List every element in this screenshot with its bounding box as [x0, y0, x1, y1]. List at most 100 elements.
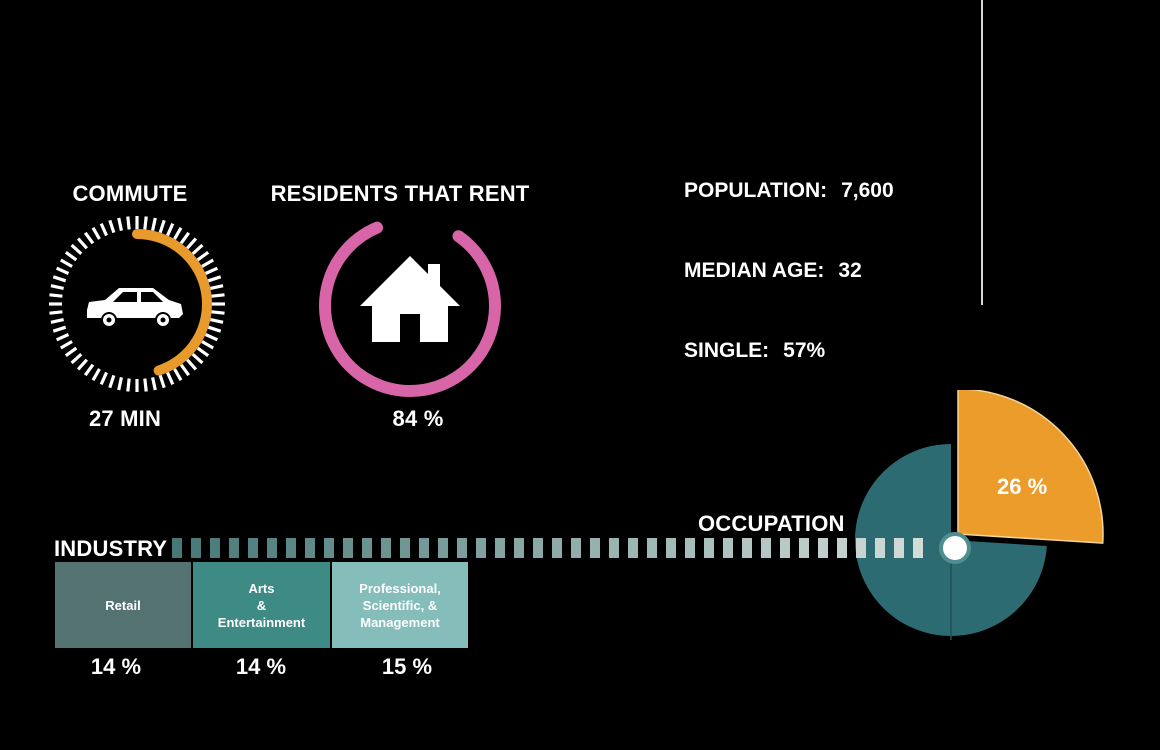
single-stat: SINGLE: 57% — [684, 339, 825, 363]
connector-dash — [514, 538, 524, 558]
connector-dash — [628, 538, 638, 558]
rent-title: RESIDENTS THAT RENT — [270, 181, 530, 206]
commute-tick — [99, 371, 108, 386]
commute-tick — [117, 377, 123, 391]
connector-dash — [894, 538, 904, 558]
rent-gauge — [319, 221, 501, 397]
commute-tick — [59, 258, 73, 268]
commute-tick — [151, 217, 157, 231]
population-stat: POPULATION: 7,600 — [684, 179, 894, 203]
connector-dash — [609, 538, 619, 558]
commute-tick — [166, 222, 175, 237]
commute-value: 27 MIN — [88, 406, 162, 431]
connector-dash — [799, 538, 809, 558]
connector-dash — [438, 538, 448, 558]
rent-value: 84 % — [392, 406, 444, 431]
commute-tick — [70, 243, 83, 256]
industry-title: INDUSTRY — [54, 536, 168, 561]
connector-dash — [400, 538, 410, 558]
commute-tick — [211, 310, 225, 315]
commute-tick — [52, 275, 67, 283]
industry-bar-professional: Professional, Scientific, & Management — [332, 562, 468, 648]
commute-tick — [204, 266, 219, 275]
industry-bar-arts: Arts & Entertainment — [193, 562, 330, 648]
connector-dash — [324, 538, 334, 558]
commute-tick — [191, 352, 204, 365]
vertical-divider — [981, 0, 983, 305]
connector-dash — [818, 538, 828, 558]
population-label: POPULATION: — [684, 179, 828, 202]
median-age-label: MEDIAN AGE: — [684, 259, 825, 282]
commute-tick — [76, 237, 89, 250]
commute-tick — [211, 293, 225, 298]
connector-dash — [381, 538, 391, 558]
commute-tick — [179, 363, 191, 377]
commute-tick — [185, 237, 198, 250]
connector-dash — [267, 538, 277, 558]
commute-tick — [179, 231, 191, 245]
industry-bar-label: Professional, Scientific, & Management — [359, 580, 441, 630]
median-age-value: 32 — [838, 259, 862, 282]
connector-dash — [172, 538, 182, 558]
house-icon — [360, 256, 460, 342]
commute-tick — [210, 318, 224, 324]
connector-dash — [856, 538, 866, 558]
car-icon — [87, 288, 183, 328]
connector-dash — [210, 538, 220, 558]
connector-dash — [191, 538, 201, 558]
commute-tick — [201, 258, 215, 268]
commute-tick — [117, 217, 123, 231]
connector-dash — [723, 538, 733, 558]
single-label: SINGLE: — [684, 339, 770, 362]
single-value: 57% — [783, 339, 826, 362]
connector-dash — [533, 538, 543, 558]
connector-dash — [248, 538, 258, 558]
commute-tick — [52, 325, 67, 333]
connector-dash — [305, 538, 315, 558]
connector-dash — [647, 538, 657, 558]
industry-bar-label: Arts & Entertainment — [217, 580, 306, 630]
median-age-stat: MEDIAN AGE: 32 — [684, 259, 862, 283]
commute-tick — [83, 231, 95, 245]
connector-dash — [495, 538, 505, 558]
occupation-title: OCCUPATION — [698, 511, 845, 536]
commute-tick — [126, 216, 131, 230]
commute-title: COMMUTE — [72, 181, 188, 206]
commute-tick — [108, 374, 116, 389]
connector-dash — [780, 538, 790, 558]
connector-dash — [666, 538, 676, 558]
commute-progress-arc — [132, 229, 212, 376]
commute-tick — [126, 378, 131, 392]
commute-tick — [76, 358, 89, 371]
occupation-slice-label: 26 % — [997, 474, 1048, 499]
commute-tick — [70, 352, 83, 365]
connector-dash — [229, 538, 239, 558]
commute-tick — [108, 219, 116, 234]
commute-tick — [143, 216, 148, 230]
industry-pct-arts: 14 % — [235, 654, 287, 679]
commute-tick — [173, 226, 183, 240]
industry-pct-professional: 15 % — [381, 654, 433, 679]
industry-pct-retail: 14 % — [90, 654, 142, 679]
connector-dash — [571, 538, 581, 558]
connector-dash — [875, 538, 885, 558]
industry-connector — [172, 538, 923, 558]
commute-tick — [49, 310, 63, 315]
commute-tick — [173, 368, 183, 382]
connector-dash — [552, 538, 562, 558]
connector-dash — [343, 538, 353, 558]
connector-dash — [419, 538, 429, 558]
commute-tick — [201, 340, 215, 350]
commute-tick — [49, 293, 63, 298]
commute-tick — [83, 363, 95, 377]
connector-dash — [913, 538, 923, 558]
industry-bar-retail: Retail — [55, 562, 191, 648]
commute-tick — [143, 378, 148, 392]
connector-dash — [476, 538, 486, 558]
industry-bar-label: Retail — [105, 597, 141, 613]
commute-tick — [210, 284, 224, 290]
commute-tick — [166, 371, 175, 386]
commute-gauge — [49, 216, 225, 392]
commute-tick — [91, 368, 101, 382]
commute-tick — [55, 266, 70, 275]
